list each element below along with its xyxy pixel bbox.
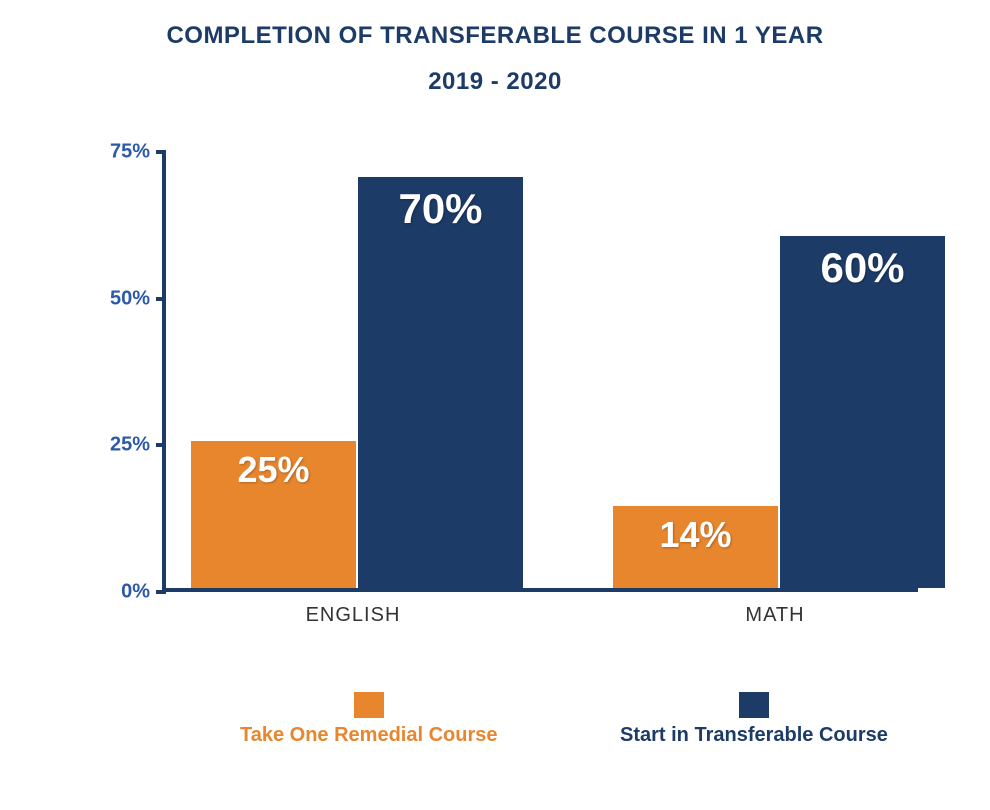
- y-tick-label: 75%: [110, 141, 150, 164]
- chart-title-line2: 2019 - 2020: [0, 68, 990, 96]
- bar: 60%: [780, 236, 945, 588]
- plot-region: 25%70%14%60%: [162, 152, 918, 592]
- chart-area: 0%25%50%75% 25%70%14%60% ENGLISHMATH: [90, 152, 950, 622]
- legend-swatch: [739, 692, 769, 718]
- bar-value-label: 70%: [358, 185, 523, 233]
- y-tick-mark: [156, 297, 166, 301]
- legend-item: Start in Transferable Course: [620, 692, 888, 747]
- y-axis: 0%25%50%75%: [90, 152, 160, 622]
- y-tick-mark: [156, 590, 166, 594]
- x-category-label: MATH: [609, 604, 941, 627]
- legend-item: Take One Remedial Course: [240, 692, 498, 747]
- bar-value-label: 60%: [780, 244, 945, 292]
- y-tick-mark: [156, 150, 166, 154]
- y-tick-label: 0%: [121, 581, 150, 604]
- bar-value-label: 25%: [191, 449, 356, 491]
- y-tick-label: 25%: [110, 434, 150, 457]
- y-tick-mark: [156, 443, 166, 447]
- y-tick-label: 50%: [110, 287, 150, 310]
- legend-label: Start in Transferable Course: [620, 724, 888, 747]
- bar-value-label: 14%: [613, 514, 778, 556]
- bar: 70%: [358, 177, 523, 588]
- legend-swatch: [354, 692, 384, 718]
- chart-title-line1: COMPLETION OF TRANSFERABLE COURSE IN 1 Y…: [0, 22, 990, 50]
- x-category-label: ENGLISH: [187, 604, 519, 627]
- bar: 25%: [191, 441, 356, 588]
- legend-label: Take One Remedial Course: [240, 724, 498, 747]
- legend: Take One Remedial Course Start in Transfe…: [90, 692, 950, 772]
- bar: 14%: [613, 506, 778, 588]
